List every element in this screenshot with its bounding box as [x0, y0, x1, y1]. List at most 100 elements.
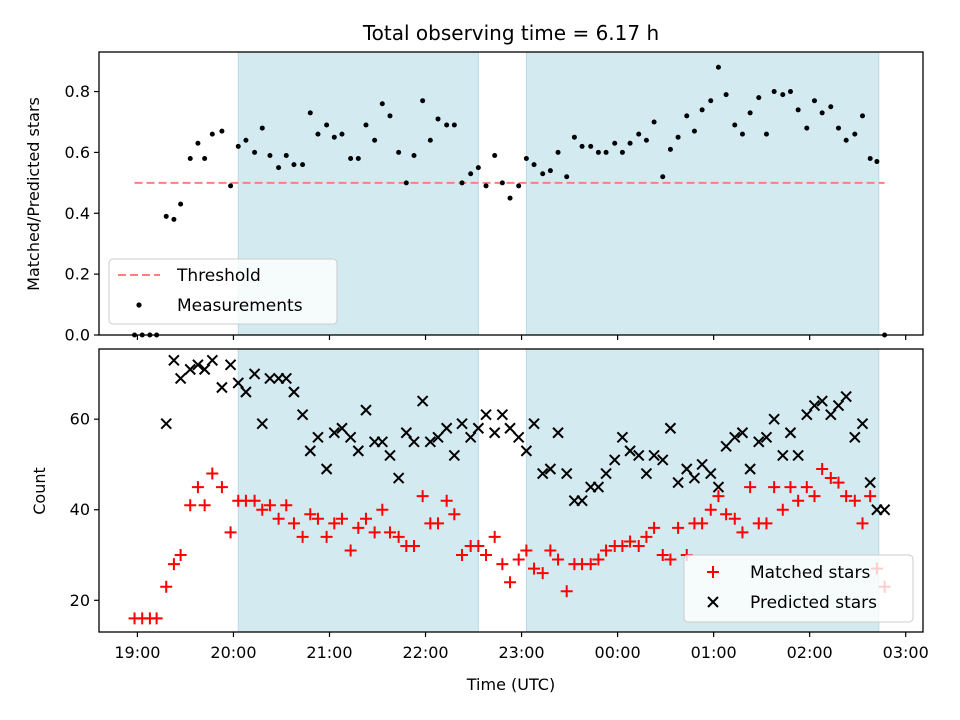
legend-predicted-swatch — [707, 596, 719, 608]
measurement-point — [867, 156, 873, 162]
matched-star-point — [416, 490, 429, 503]
matched-star-point — [272, 512, 285, 525]
measurement-point — [307, 110, 313, 116]
matched-star-point — [848, 494, 861, 507]
predicted-star-point — [312, 431, 324, 444]
predicted-star-point — [744, 463, 756, 475]
measurement-point — [516, 183, 522, 189]
predicted-star-point — [825, 408, 837, 421]
matched-star-point — [720, 508, 733, 521]
predicted-star-point — [400, 427, 413, 439]
matched-star-point — [456, 549, 469, 562]
bottom-marks — [128, 354, 891, 625]
measurement-point — [235, 143, 241, 149]
predicted-star-point — [560, 467, 573, 480]
measurement-point — [276, 165, 282, 171]
predicted-star-point — [392, 472, 405, 484]
measurement-point — [243, 137, 249, 143]
matched-star-point — [712, 490, 725, 503]
predicted-star-point — [616, 431, 629, 444]
predicted-star-point — [464, 431, 477, 444]
measurement-point — [612, 140, 618, 146]
measurement-point — [787, 89, 793, 95]
matched-star-point — [206, 467, 219, 480]
measurement-point — [507, 195, 513, 201]
measurement-point — [171, 216, 177, 222]
measurement-point — [300, 162, 306, 168]
matched-star-point — [174, 549, 187, 562]
matched-star-point — [528, 562, 541, 575]
predicted-star-point — [720, 440, 732, 453]
matched-star-point — [816, 462, 829, 475]
matched-star-point — [808, 490, 821, 503]
predicted-star-point — [240, 386, 252, 398]
predicted-star-point — [192, 359, 204, 371]
matched-star-point — [352, 521, 365, 534]
predicted-star-point — [440, 422, 453, 434]
matched-star-point — [287, 517, 300, 530]
y-tick-label: 20 — [70, 591, 90, 610]
predicted-star-point — [705, 467, 717, 480]
measurement-point — [579, 143, 585, 149]
measurement-point — [547, 168, 553, 174]
y-tick-label: 0.4 — [65, 204, 90, 223]
measurement-point — [651, 119, 657, 125]
measurement-point — [691, 128, 697, 134]
matched-star-point — [472, 539, 485, 552]
matched-star-point — [840, 490, 853, 503]
measurement-point — [324, 122, 330, 128]
shaded-interval-2 — [525, 51, 880, 336]
measurement-point — [715, 64, 721, 70]
legend-threshold-label: Threshold — [176, 266, 261, 286]
measurement-point — [852, 131, 858, 137]
matched-star-point — [150, 612, 163, 625]
predicted-star-point — [753, 436, 765, 448]
predicted-star-point — [432, 431, 444, 444]
measurement-point — [267, 152, 273, 158]
matched-star-point — [167, 558, 180, 571]
predicted-star-point — [504, 422, 516, 434]
matched-star-point — [584, 558, 597, 571]
y-tick-label: 0.6 — [65, 143, 90, 162]
measurement-point — [259, 125, 265, 131]
measurement-point — [355, 156, 361, 162]
measurement-point — [643, 137, 649, 143]
measurement-point — [219, 128, 225, 134]
matched-star-point — [800, 481, 813, 494]
predicted-star-point — [760, 431, 773, 444]
matched-star-point — [832, 476, 845, 489]
measurement-point — [396, 149, 402, 155]
series-predicted-stars — [160, 354, 891, 516]
top-panel: 0.00.20.40.60.8 Matched/Predicted stars … — [24, 51, 924, 345]
predicted-star-point — [360, 404, 372, 416]
top-shaded-regions — [237, 51, 880, 336]
predicted-star-point — [206, 354, 219, 367]
predicted-star-point — [729, 431, 741, 444]
predicted-star-point — [640, 467, 653, 480]
matched-star-point — [191, 481, 204, 494]
predicted-star-point — [174, 372, 187, 385]
matched-star-point — [383, 526, 396, 539]
matched-star-point — [672, 521, 685, 534]
measurement-point — [411, 152, 417, 158]
matched-star-point — [304, 508, 317, 521]
measurement-point — [228, 183, 234, 189]
measurement-point — [555, 149, 561, 155]
measurement-point — [468, 171, 474, 177]
x-tick-label: 20:00 — [210, 643, 256, 662]
x-tick-label: 02:00 — [787, 643, 833, 662]
measurement-point — [795, 107, 801, 113]
y-tick-label: 0.2 — [65, 265, 90, 284]
predicted-star-point — [816, 395, 828, 407]
legend-predicted-label: Predicted stars — [750, 593, 877, 613]
measurement-point — [339, 131, 345, 137]
measurement-point — [178, 201, 184, 207]
predicted-star-point — [777, 449, 789, 462]
matched-star-point — [311, 512, 324, 525]
matched-star-point — [664, 553, 677, 566]
predicted-star-point — [528, 418, 540, 430]
matched-star-point — [520, 544, 533, 557]
bottom-panel: 20 40 60 19:00 20:00 21:00 22:00 23:00 00:00 01:… — [30, 348, 929, 694]
measurement-point — [627, 140, 633, 146]
measurement-point — [195, 140, 201, 146]
